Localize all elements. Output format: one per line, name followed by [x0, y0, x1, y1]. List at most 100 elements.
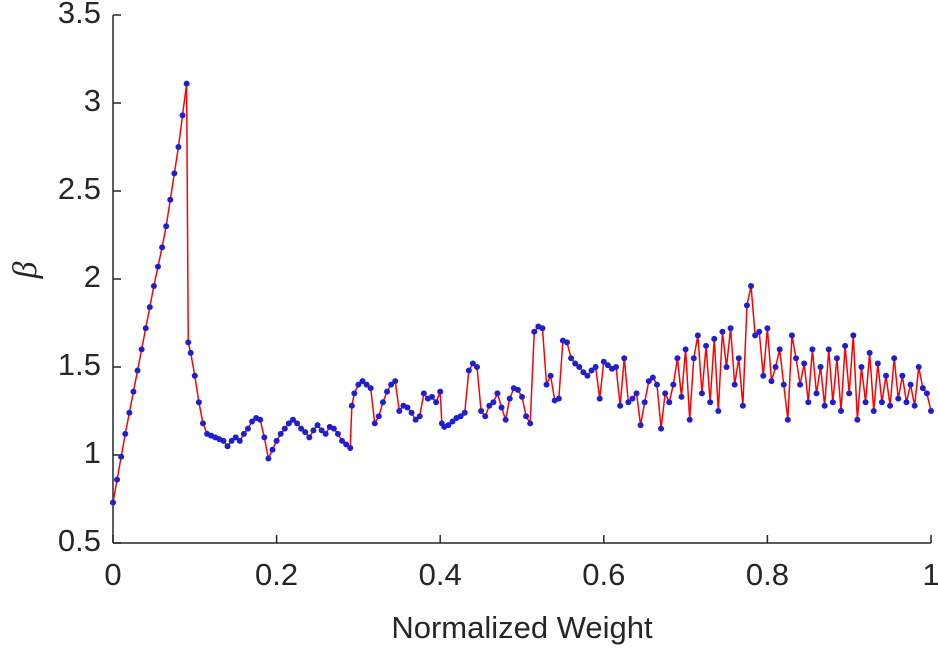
marker: [617, 402, 624, 409]
marker: [388, 381, 395, 388]
marker: [596, 395, 603, 402]
marker: [629, 395, 636, 402]
marker: [339, 437, 346, 444]
marker: [658, 425, 665, 432]
marker: [408, 409, 415, 416]
marker: [126, 409, 133, 416]
marker: [858, 364, 865, 370]
marker: [572, 360, 579, 367]
marker: [461, 409, 468, 416]
marker: [187, 349, 194, 356]
marker: [269, 446, 276, 453]
marker: [928, 408, 934, 414]
marker: [764, 325, 771, 332]
marker: [899, 372, 906, 379]
marker: [306, 434, 313, 441]
marker: [404, 404, 411, 411]
marker: [780, 381, 787, 388]
marker: [150, 283, 157, 290]
marker: [621, 355, 628, 362]
marker: [907, 381, 914, 388]
marker: [236, 437, 243, 444]
marker: [752, 332, 759, 339]
marker: [793, 355, 800, 362]
marker: [703, 342, 710, 349]
marker: [719, 328, 726, 335]
marker: [838, 408, 845, 414]
marker: [343, 441, 350, 448]
x-tick-label: 0.6: [582, 557, 625, 592]
marker: [277, 430, 284, 437]
marker: [134, 367, 141, 374]
marker: [261, 434, 268, 441]
marker: [563, 339, 570, 346]
marker: [555, 395, 562, 402]
marker: [694, 332, 701, 339]
marker: [142, 325, 149, 332]
marker: [584, 372, 591, 379]
marker: [322, 430, 329, 437]
marker: [110, 499, 116, 506]
marker: [490, 399, 497, 406]
marker: [715, 408, 722, 414]
marker: [850, 332, 857, 339]
marker: [175, 144, 182, 150]
marker: [420, 390, 427, 397]
marker: [842, 342, 849, 349]
x-tick-label: 1: [922, 557, 938, 592]
y-tick-label: 2: [84, 259, 101, 294]
marker: [527, 420, 534, 427]
marker: [923, 390, 930, 397]
marker: [641, 399, 648, 406]
marker: [588, 367, 595, 374]
marker: [666, 399, 673, 406]
marker: [682, 346, 689, 353]
marker: [523, 413, 530, 420]
marker: [220, 437, 227, 444]
marker: [183, 80, 190, 87]
marker: [232, 434, 239, 441]
marker: [302, 429, 309, 436]
marker: [862, 399, 869, 406]
marker: [412, 416, 419, 423]
marker: [645, 378, 652, 385]
marker: [154, 263, 161, 270]
x-axis-label: Normalized Weight: [391, 610, 653, 645]
marker: [429, 393, 436, 400]
marker: [649, 374, 656, 381]
marker: [743, 302, 750, 309]
marker: [809, 346, 816, 353]
marker: [797, 381, 804, 388]
marker: [130, 388, 137, 395]
marker: [625, 399, 632, 406]
marker: [686, 416, 693, 423]
y-tick-label: 0.5: [58, 523, 101, 558]
marker: [285, 420, 292, 427]
marker: [760, 372, 767, 379]
marker: [727, 325, 734, 332]
marker: [478, 408, 485, 414]
marker: [367, 385, 374, 392]
marker: [883, 372, 890, 379]
marker: [240, 430, 247, 437]
marker: [784, 416, 791, 423]
marker: [707, 399, 714, 406]
marker: [494, 390, 501, 397]
marker: [768, 378, 775, 385]
marker: [723, 364, 730, 370]
marker: [670, 381, 677, 388]
marker: [265, 455, 272, 462]
marker: [613, 364, 620, 370]
marker: [334, 430, 341, 437]
marker: [379, 399, 386, 406]
marker: [870, 408, 877, 414]
marker: [866, 349, 873, 356]
marker: [457, 413, 464, 420]
marker: [257, 416, 264, 423]
y-tick-label: 3: [84, 83, 101, 118]
x-tick-label: 0.4: [419, 557, 462, 592]
marker: [772, 364, 779, 370]
marker: [159, 244, 166, 251]
marker: [674, 355, 681, 362]
